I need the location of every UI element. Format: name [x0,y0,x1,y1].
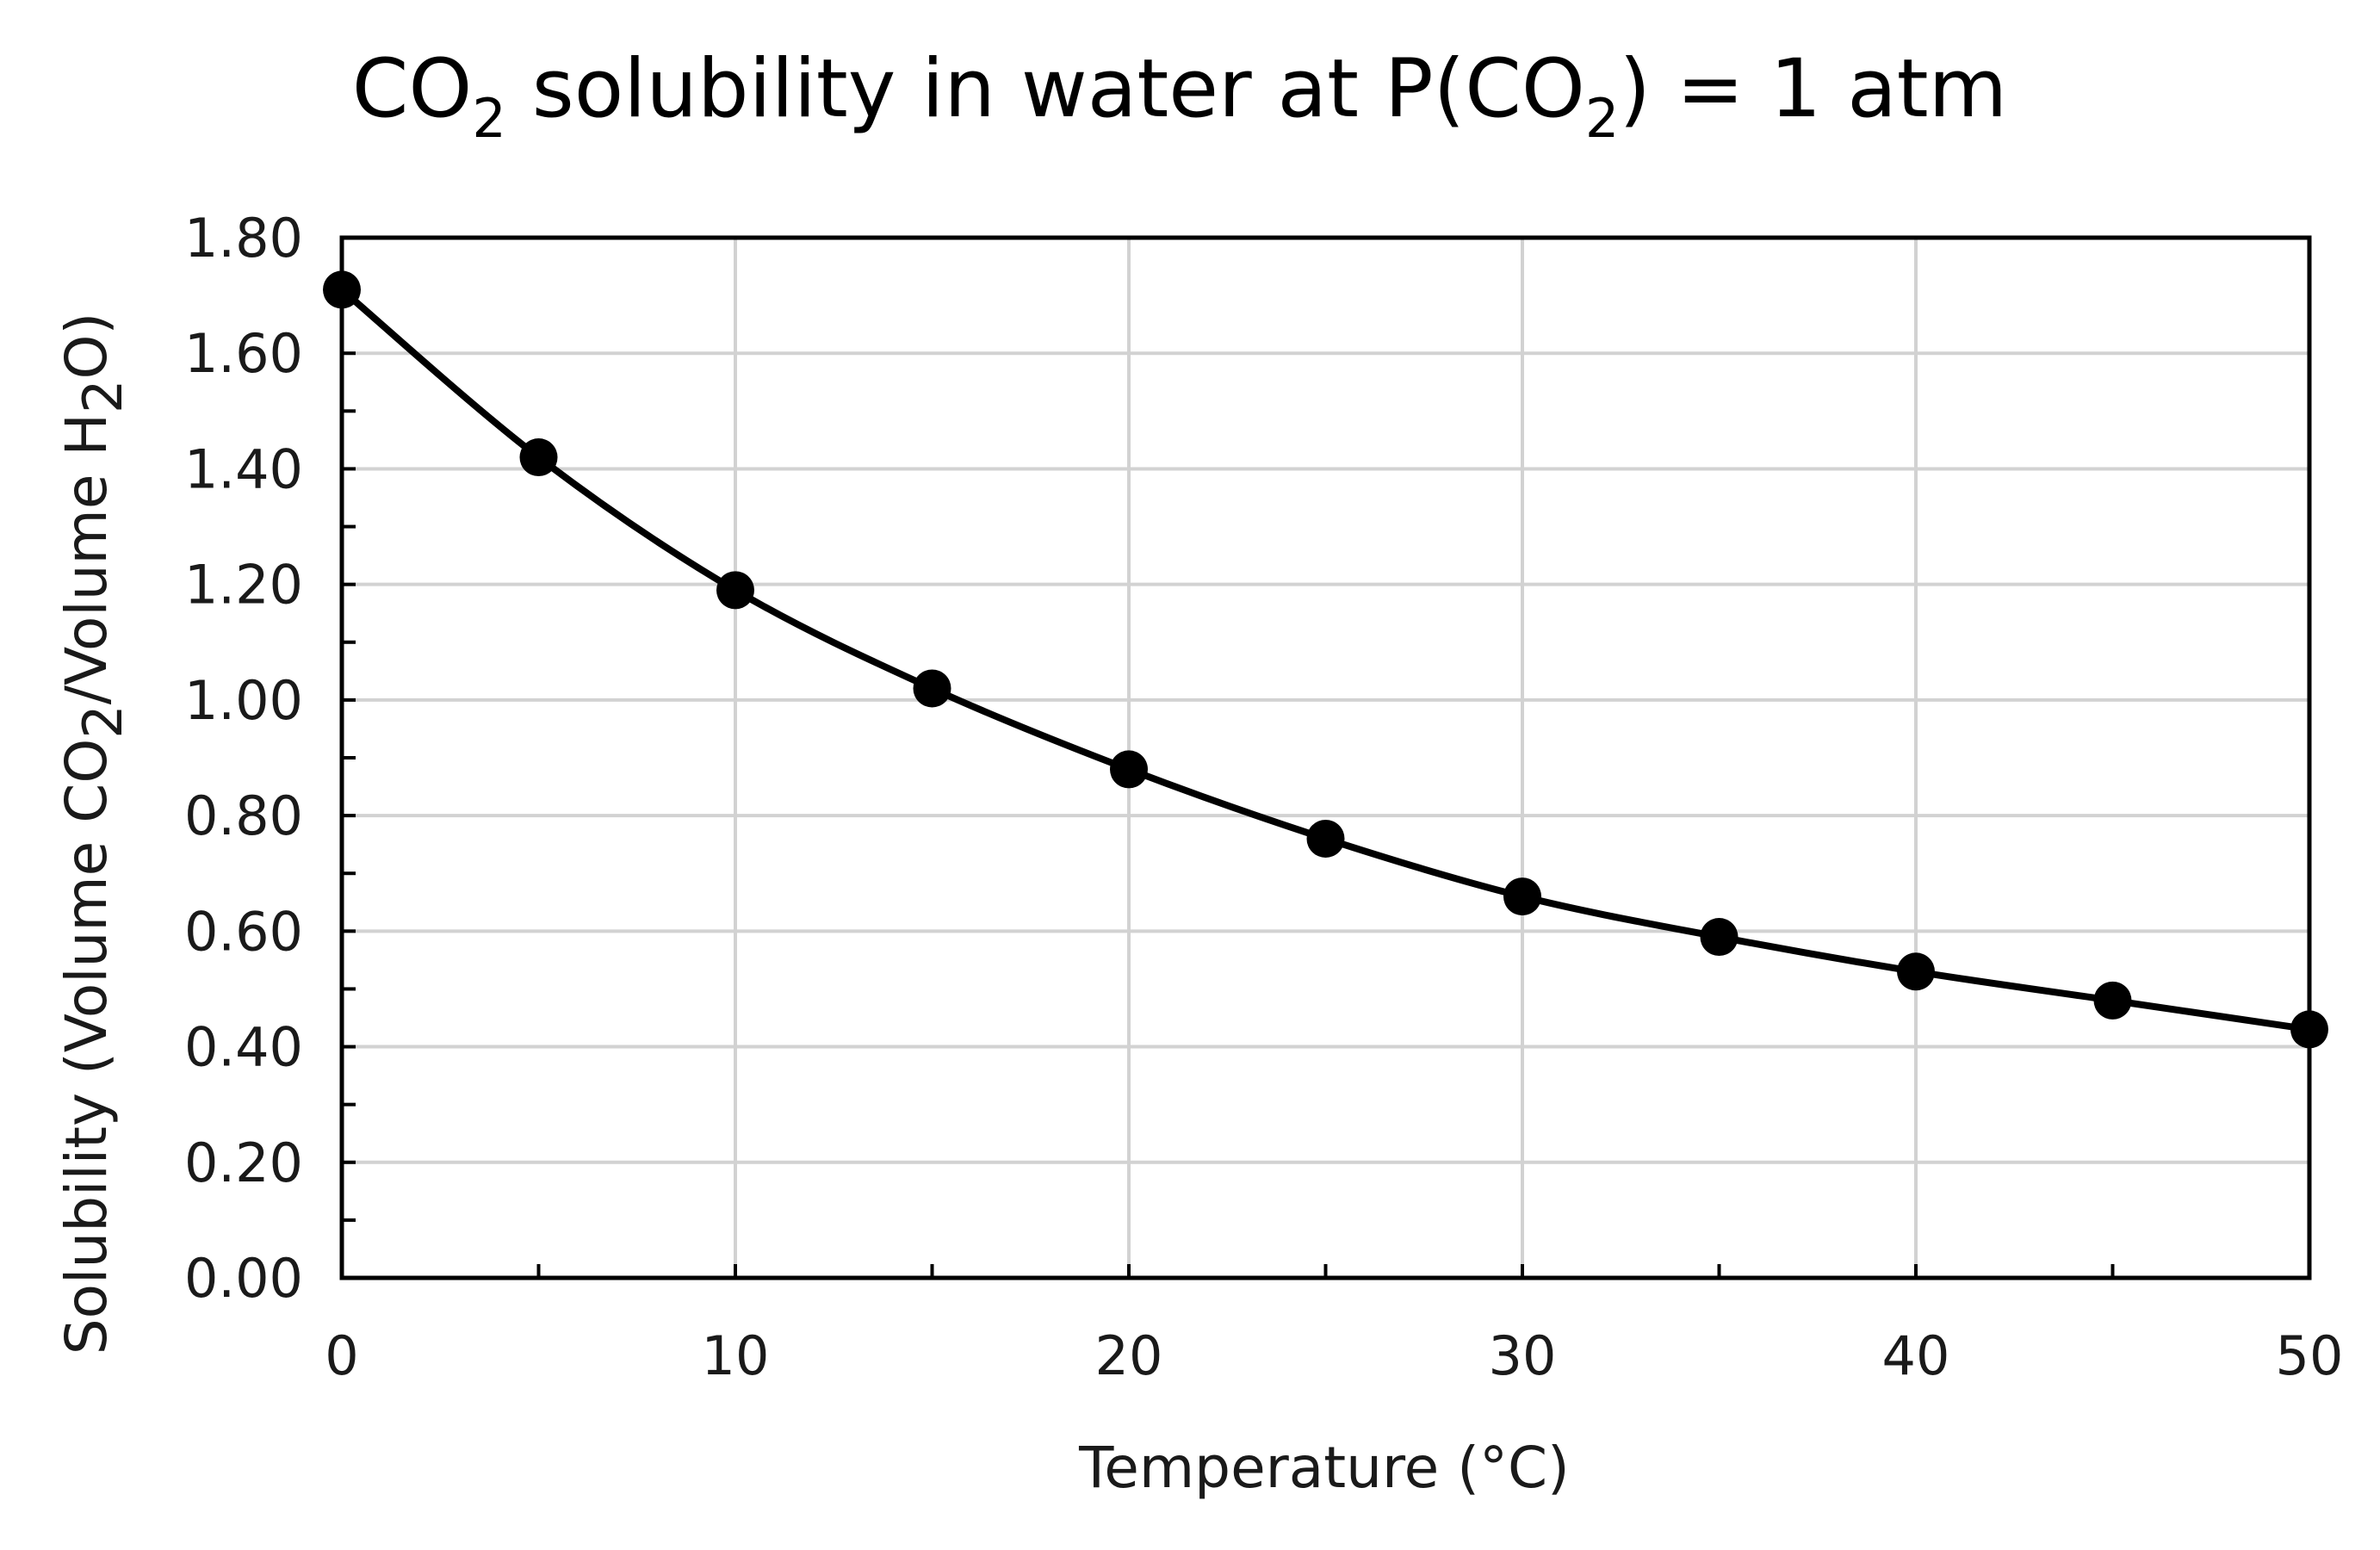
y-tick-label: 1.20 [184,554,303,617]
y-tick-label: 1.00 [184,669,303,732]
y-tick-label: 0.60 [184,900,303,963]
axis-ticks [340,236,2311,1280]
y-tick-label: 1.60 [184,322,303,385]
data-point [323,270,361,309]
data-point [2093,981,2132,1020]
gridlines [342,238,2309,1278]
data-point [519,438,558,477]
y-tick-label: 0.00 [184,1247,303,1310]
data-point [1503,877,1541,916]
plot-frame [339,235,2312,1280]
x-tick-label: 10 [702,1324,770,1387]
y-tick-labels: 0.00 0.20 0.40 0.60 0.80 1.00 1.20 1.40 1.60 1.80 [184,207,303,1310]
data-point [1110,750,1148,789]
x-tick-label: 30 [1489,1324,1557,1387]
y-tick-label: 0.20 [184,1132,303,1194]
data-point [1700,918,1739,957]
x-tick-label: 40 [1882,1324,1950,1387]
x-tick-label: 0 [325,1324,358,1387]
data-points [323,270,2328,1049]
data-point [716,571,754,610]
y-tick-label: 1.80 [184,207,303,270]
y-tick-label: 0.80 [184,784,303,847]
data-point [913,669,951,708]
x-tick-label: 20 [1095,1324,1163,1387]
y-tick-label: 0.40 [184,1016,303,1079]
x-axis-title: Temperature (°C) [1078,1435,1570,1501]
x-tick-label: 50 [2276,1324,2344,1387]
data-point [1897,952,1935,991]
y-axis-title: Solubility (Volume CO2/Volume H2O) [53,313,134,1355]
data-point [1306,819,1345,858]
data-point [2290,1010,2328,1049]
series-curve [339,287,2310,1033]
chart-title: CO2 solubility in water at P(CO2) = 1 at… [352,42,2007,150]
y-tick-label: 1.40 [184,437,303,500]
x-tick-labels: 0 10 20 30 40 50 [325,1324,2343,1387]
